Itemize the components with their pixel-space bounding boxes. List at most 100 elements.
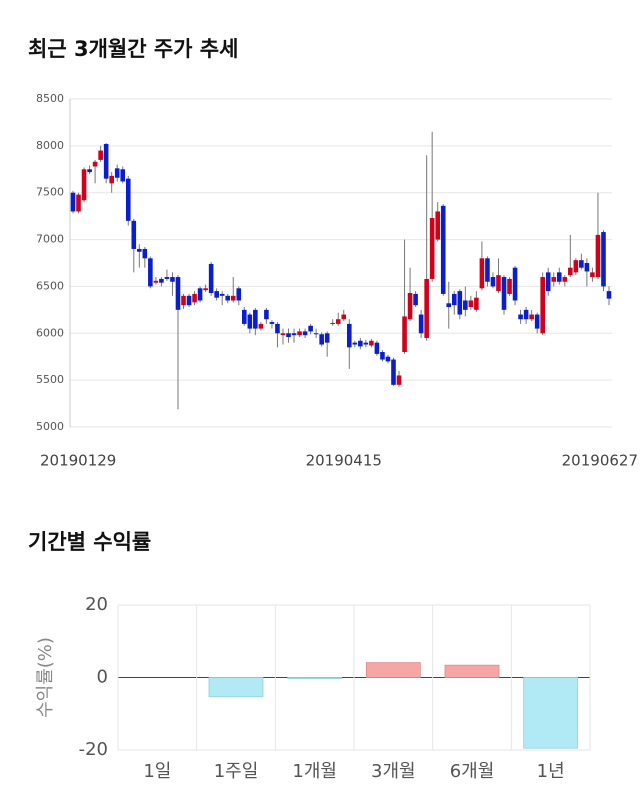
- candle-body: [479, 258, 485, 289]
- candle-body: [230, 295, 236, 301]
- candle-body: [98, 150, 103, 160]
- candle-body: [352, 342, 358, 345]
- candle-body: [186, 295, 192, 306]
- y-tick-label: 8000: [36, 139, 64, 152]
- candle-body: [159, 278, 164, 283]
- candle-body: [286, 333, 291, 338]
- candle-body: [358, 340, 363, 347]
- candle-body: [76, 194, 81, 212]
- candle-body: [429, 218, 435, 279]
- candle-body: [103, 143, 109, 179]
- candle-body: [335, 319, 341, 324]
- candle-body: [236, 288, 242, 301]
- candle-body: [556, 272, 562, 282]
- y-tick-label: 5500: [36, 373, 64, 386]
- candle-body: [241, 309, 247, 324]
- bar: [287, 677, 343, 679]
- candle-body: [125, 178, 131, 221]
- x-tick-label: 6개월: [450, 761, 495, 782]
- candle-body: [579, 260, 584, 268]
- candle-body: [490, 277, 496, 287]
- candle-body: [518, 314, 523, 320]
- candle-body: [114, 168, 120, 178]
- candle-body: [463, 300, 468, 310]
- bar: [523, 677, 579, 749]
- candle-body: [297, 331, 302, 336]
- bar: [208, 677, 264, 698]
- candle-body: [534, 314, 540, 329]
- candle-body: [275, 323, 280, 334]
- candle-body: [529, 314, 534, 320]
- candle-body: [468, 300, 474, 308]
- x-tick-label: 1주일: [214, 761, 259, 782]
- candle-body: [396, 375, 402, 385]
- candle-body: [142, 248, 148, 259]
- bar: [444, 664, 500, 678]
- y-tick-label: 6500: [36, 279, 64, 292]
- candle-body: [595, 234, 601, 278]
- candle-body: [407, 292, 413, 320]
- y-tick-label: 6000: [36, 326, 64, 339]
- y-tick-label: 0: [97, 667, 108, 688]
- candle-body: [92, 161, 98, 167]
- candle-body: [341, 314, 347, 320]
- candle-body: [87, 169, 92, 173]
- section-title: 기간별 수익률: [28, 530, 151, 554]
- candle-body: [170, 277, 175, 282]
- candle-body: [562, 277, 568, 282]
- candle-body: [545, 272, 551, 292]
- candle-body: [137, 248, 142, 252]
- candle-body: [203, 288, 208, 291]
- candle-body: [197, 288, 203, 301]
- candle-body: [324, 333, 330, 343]
- candle-body: [424, 278, 429, 338]
- candle-body: [363, 342, 369, 345]
- candle-body: [247, 314, 253, 329]
- candle-body: [219, 293, 225, 296]
- bar: [365, 662, 421, 678]
- candle-body: [501, 277, 507, 310]
- section-title: 최근 3개월간 주가 추세: [28, 37, 238, 61]
- candle-body: [584, 263, 590, 272]
- candle-body: [606, 291, 612, 299]
- y-tick-label: 8500: [36, 92, 64, 105]
- candle-body: [109, 175, 114, 184]
- candle-body: [496, 275, 501, 292]
- x-tick-label: 3개월: [371, 761, 416, 782]
- candle-body: [302, 331, 308, 336]
- candle-body: [81, 169, 87, 201]
- candle-body: [153, 280, 159, 283]
- candle-body: [435, 211, 441, 240]
- candle-body: [208, 263, 214, 293]
- candle-body: [330, 322, 336, 324]
- candle-body: [391, 359, 396, 385]
- candle-body: [308, 325, 313, 332]
- bar-chart: -20 0 20 수익률(%) 1일 1주일 1개월 3개월 6개월 1년: [35, 594, 591, 782]
- y-tick-label: -20: [79, 739, 108, 760]
- x-tick-label: 20190415: [306, 452, 382, 470]
- candle-body: [319, 334, 324, 345]
- candle-body: [540, 277, 545, 334]
- y-tick-label: 5000: [36, 420, 64, 433]
- candle-body: [70, 192, 76, 212]
- candle-body: [440, 205, 446, 294]
- candle-body: [148, 258, 153, 287]
- candle-body: [402, 316, 407, 353]
- y-axis-label: 수익률(%): [35, 637, 56, 718]
- candle-body: [253, 309, 258, 329]
- candle-body: [573, 260, 579, 273]
- candle-body: [175, 277, 181, 310]
- candle-body: [413, 293, 418, 306]
- candle-body: [512, 267, 518, 301]
- x-tick-label: 1개월: [292, 761, 337, 782]
- candle-body: [485, 258, 490, 282]
- x-tick-label: 20190129: [40, 452, 116, 470]
- candle-body: [181, 295, 186, 306]
- x-tick-label: 1일: [143, 761, 171, 782]
- candle-body: [551, 277, 557, 282]
- candle-body: [380, 352, 385, 360]
- candle-body: [313, 333, 319, 335]
- candle-body: [291, 333, 297, 336]
- x-tick-label: 20190627: [562, 452, 638, 470]
